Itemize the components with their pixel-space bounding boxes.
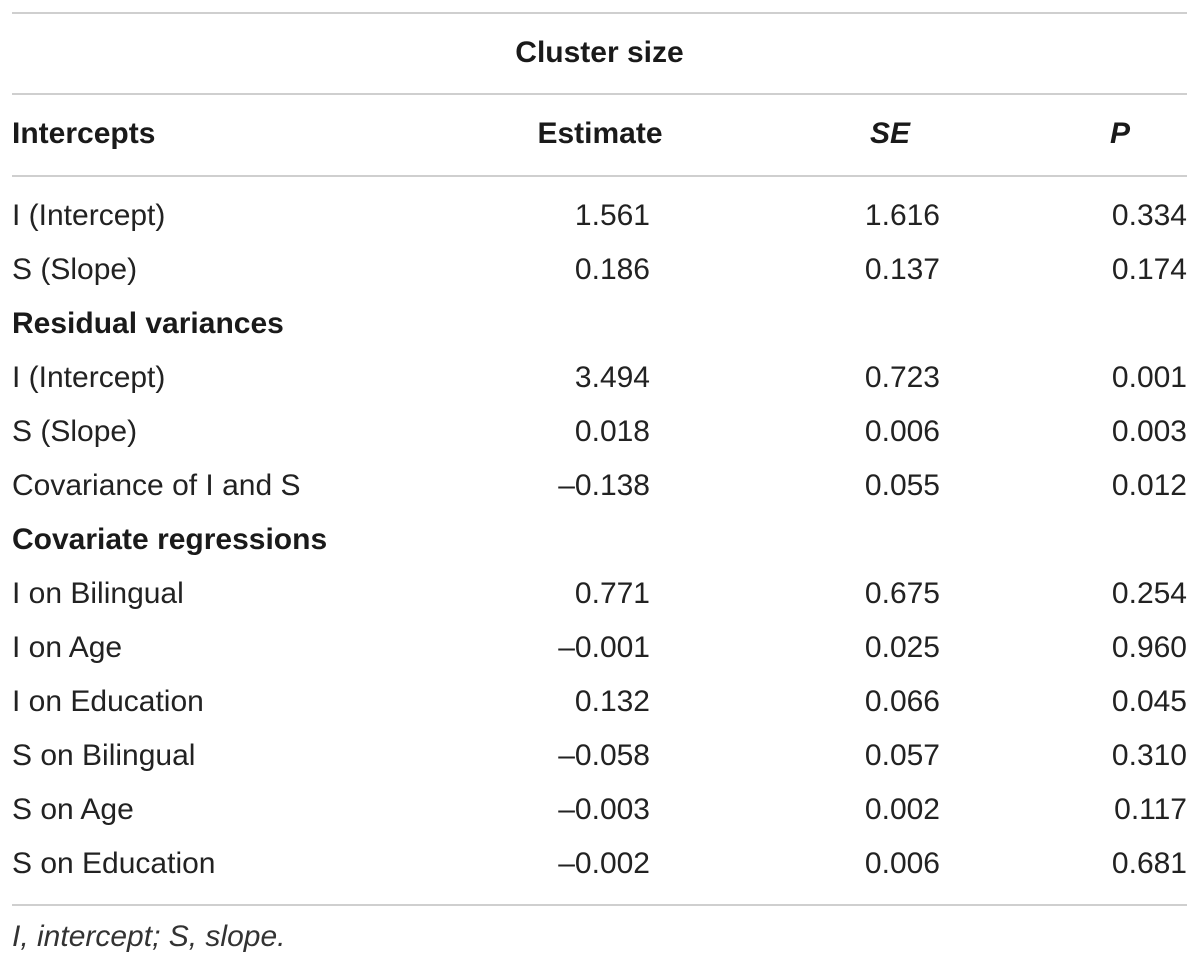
column-header-intercepts: Intercepts (12, 117, 156, 150)
p-value: 0.960 (1111, 631, 1187, 664)
estimate-value: 0.132 (574, 685, 650, 718)
se-value: 0.002 (864, 793, 940, 826)
se-value: 0.723 (864, 361, 940, 394)
estimate-value: –0.003 (558, 793, 650, 826)
p-value: 0.012 (1111, 469, 1187, 502)
se-value: 0.025 (864, 631, 940, 664)
row-label: I on Bilingual (12, 577, 184, 610)
p-value: 0.334 (1111, 199, 1187, 232)
group-header-rule (12, 93, 1187, 95)
group-header-cluster-size: Cluster size (515, 36, 684, 69)
row-label: S on Age (12, 793, 134, 826)
estimate-value: –0.001 (558, 631, 650, 664)
section-header: Covariate regressions (12, 523, 328, 556)
p-value: 0.254 (1111, 577, 1187, 610)
bottom-rule (12, 904, 1187, 906)
p-value: 0.310 (1111, 739, 1187, 772)
p-value: 0.045 (1111, 685, 1187, 718)
column-header-se: SE (869, 117, 911, 150)
row-label: I (Intercept) (12, 199, 166, 232)
column-header-estimate: Estimate (537, 117, 663, 150)
estimate-value: 1.561 (574, 199, 650, 232)
estimate-value: 0.186 (574, 253, 650, 286)
estimate-value: 0.771 (574, 577, 650, 610)
section-header: Residual variances (12, 307, 284, 340)
se-value: 0.675 (864, 577, 940, 610)
row-label: S (Slope) (12, 415, 138, 448)
estimate-value: –0.138 (558, 469, 650, 502)
se-value: 0.066 (864, 685, 940, 718)
row-label: I on Age (12, 631, 123, 664)
p-value: 0.003 (1111, 415, 1187, 448)
row-label: S on Bilingual (12, 739, 196, 772)
se-value: 0.006 (864, 415, 940, 448)
estimate-value: –0.058 (558, 739, 650, 772)
p-value: 0.174 (1111, 253, 1187, 286)
top-rule (12, 12, 1187, 14)
row-label: S (Slope) (12, 253, 138, 286)
se-value: 0.055 (864, 469, 940, 502)
p-value: 0.001 (1111, 361, 1187, 394)
table-footnote: I, intercept; S, slope. (12, 920, 286, 953)
row-label: I (Intercept) (12, 361, 166, 394)
row-label: Covariance of I and S (12, 469, 301, 502)
header-rule (12, 175, 1187, 177)
row-label: I on Education (12, 685, 204, 718)
p-value: 0.681 (1111, 847, 1187, 880)
se-value: 0.057 (864, 739, 940, 772)
se-value: 0.137 (864, 253, 940, 286)
se-value: 0.006 (864, 847, 940, 880)
se-value: 1.616 (864, 199, 940, 232)
row-label: S on Education (12, 847, 216, 880)
estimate-value: –0.002 (558, 847, 650, 880)
estimate-value: 3.494 (574, 361, 650, 394)
estimate-value: 0.018 (574, 415, 650, 448)
column-header-p: P (1109, 117, 1130, 150)
p-value: 0.117 (1114, 793, 1187, 826)
